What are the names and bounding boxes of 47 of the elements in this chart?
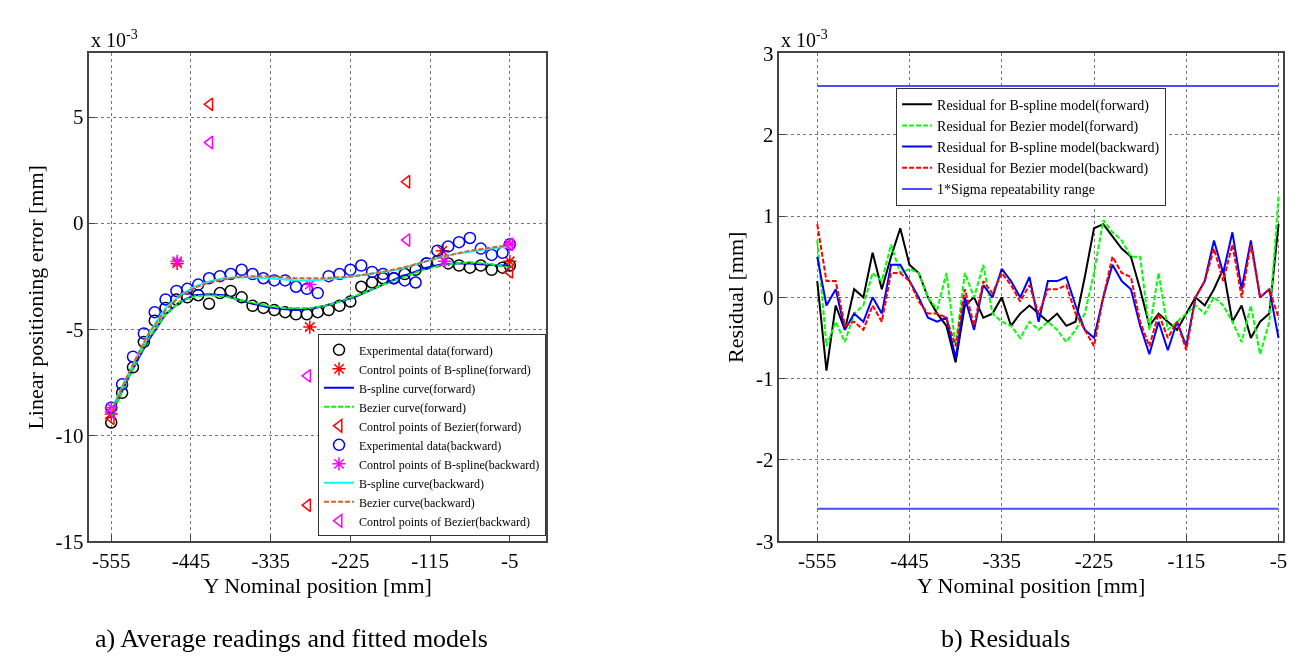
- y-tick-label: -2: [756, 448, 774, 473]
- legend-label: Residual for B-spline model(backward): [937, 140, 1160, 157]
- x-tick-label: -5: [1269, 549, 1288, 574]
- y-tick-label: -15: [55, 529, 84, 554]
- legend-label: Bezier curve(forward): [359, 400, 466, 415]
- y-tick-label: 3: [763, 41, 774, 66]
- legend-label: Control points of Bezier(forward): [359, 419, 522, 434]
- y-tick-label: -3: [756, 529, 774, 554]
- x-tick-label: -115: [1167, 549, 1206, 574]
- x-tick-label: -225: [1074, 549, 1114, 574]
- x-tick-label: -555: [91, 549, 131, 574]
- x-tick-label: -555: [797, 549, 837, 574]
- legend-label: Residual for Bezier model(forward): [937, 118, 1139, 135]
- y-tick-label: 5: [73, 105, 84, 130]
- y-axis-title: Residual [mm]: [723, 231, 749, 364]
- legend-label: Control points of B-spline(forward): [359, 362, 531, 377]
- text: b) Residuals: [941, 624, 1071, 653]
- x-tick-label: -335: [982, 549, 1022, 574]
- y-tick-label: -5: [66, 317, 84, 342]
- y-tick-label: -1: [756, 367, 774, 391]
- legend-label: Bezier curve(backward): [359, 495, 475, 510]
- x-axis-title: Y Nominal position [mm]: [203, 573, 432, 599]
- y-tick-label: -10: [55, 423, 84, 448]
- legend-label: Experimental data(backward): [359, 438, 502, 453]
- y-tick-label: 0: [73, 211, 84, 236]
- y-tick-label: 1: [763, 204, 774, 229]
- x-tick-label: -115: [411, 549, 449, 574]
- text: x 10$^{-3}$: [781, 27, 828, 52]
- legend-label: Control points of B-spline(backward): [359, 457, 540, 472]
- text: a) Average readings and fitted models: [95, 624, 488, 653]
- y-tick-label: 0: [763, 285, 774, 310]
- text: x 10$^{-3}$: [91, 27, 138, 52]
- y-axis-title: Linear positioning error [mm]: [22, 165, 48, 430]
- legend-label: Residual for Bezier model(backward): [937, 161, 1149, 178]
- legend-label: B-spline curve(forward): [359, 381, 476, 396]
- legend-label: Residual for B-spline model(forward): [937, 97, 1150, 114]
- legend-label: Control points of Bezier(backward): [359, 514, 530, 529]
- x-tick-label: -335: [251, 549, 290, 574]
- x-tick-label: -445: [890, 549, 929, 574]
- y-tick-label: 2: [763, 123, 774, 148]
- x-tick-label: -445: [171, 549, 211, 574]
- legend-label: B-spline curve(backward): [359, 476, 484, 491]
- legend-label: 1*Sigma repeatability range: [937, 182, 1095, 198]
- x-tick-label: -5: [501, 549, 519, 574]
- legend-label: Experimental data(forward): [359, 343, 493, 358]
- x-axis-title: Y Nominal position [mm]: [916, 573, 1146, 599]
- x-tick-label: -225: [331, 549, 370, 574]
